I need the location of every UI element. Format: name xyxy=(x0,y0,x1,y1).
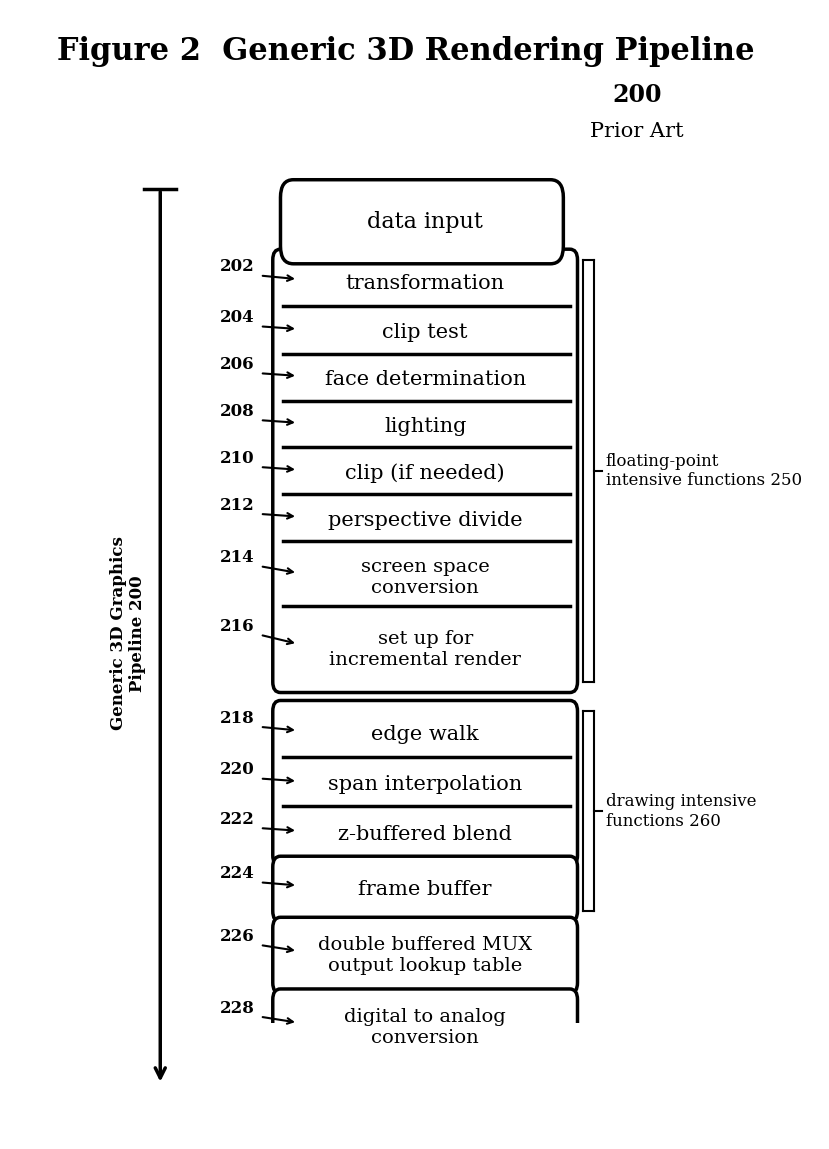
Text: 222: 222 xyxy=(220,811,255,827)
Text: span interpolation: span interpolation xyxy=(327,776,522,794)
FancyBboxPatch shape xyxy=(273,249,577,693)
Text: double buffered MUX
output lookup table: double buffered MUX output lookup table xyxy=(318,936,532,974)
Text: lighting: lighting xyxy=(384,417,466,435)
Text: 212: 212 xyxy=(220,496,255,514)
Text: Generic 3D Graphics
Pipeline 200: Generic 3D Graphics Pipeline 200 xyxy=(109,537,147,731)
Text: 216: 216 xyxy=(220,617,255,634)
Text: Prior Art: Prior Art xyxy=(590,122,684,141)
Text: floating-point
intensive functions 250: floating-point intensive functions 250 xyxy=(605,453,802,489)
Text: data input: data input xyxy=(367,211,482,233)
Text: clip (if needed): clip (if needed) xyxy=(345,463,505,483)
Text: clip test: clip test xyxy=(382,323,468,342)
Text: 202: 202 xyxy=(220,259,255,276)
Text: 224: 224 xyxy=(220,865,255,882)
FancyBboxPatch shape xyxy=(273,989,577,1065)
Text: z-buffered blend: z-buffered blend xyxy=(338,825,511,843)
Text: set up for
incremental render: set up for incremental render xyxy=(329,630,521,669)
FancyBboxPatch shape xyxy=(273,917,577,994)
Text: 214: 214 xyxy=(220,549,255,566)
Text: frame buffer: frame buffer xyxy=(358,879,492,899)
Text: 208: 208 xyxy=(220,403,255,419)
Text: transformation: transformation xyxy=(346,273,504,293)
Text: 200: 200 xyxy=(612,83,662,107)
FancyBboxPatch shape xyxy=(273,701,577,866)
FancyBboxPatch shape xyxy=(273,856,577,921)
Text: 204: 204 xyxy=(220,309,255,326)
Text: face determination: face determination xyxy=(324,370,526,388)
Text: 218: 218 xyxy=(220,710,255,726)
Text: screen space
conversion: screen space conversion xyxy=(361,558,489,597)
Text: drawing intensive
functions 260: drawing intensive functions 260 xyxy=(605,793,756,830)
Text: 228: 228 xyxy=(220,1000,255,1017)
Text: 226: 226 xyxy=(220,927,255,944)
Text: perspective divide: perspective divide xyxy=(327,510,522,530)
Text: edge walk: edge walk xyxy=(371,725,478,743)
FancyBboxPatch shape xyxy=(280,180,563,264)
Text: digital to analog
conversion: digital to analog conversion xyxy=(344,1008,506,1047)
Text: Figure 2  Generic 3D Rendering Pipeline: Figure 2 Generic 3D Rendering Pipeline xyxy=(57,36,754,67)
Text: 220: 220 xyxy=(220,762,255,778)
Text: 206: 206 xyxy=(220,356,255,373)
Text: 210: 210 xyxy=(220,449,255,466)
